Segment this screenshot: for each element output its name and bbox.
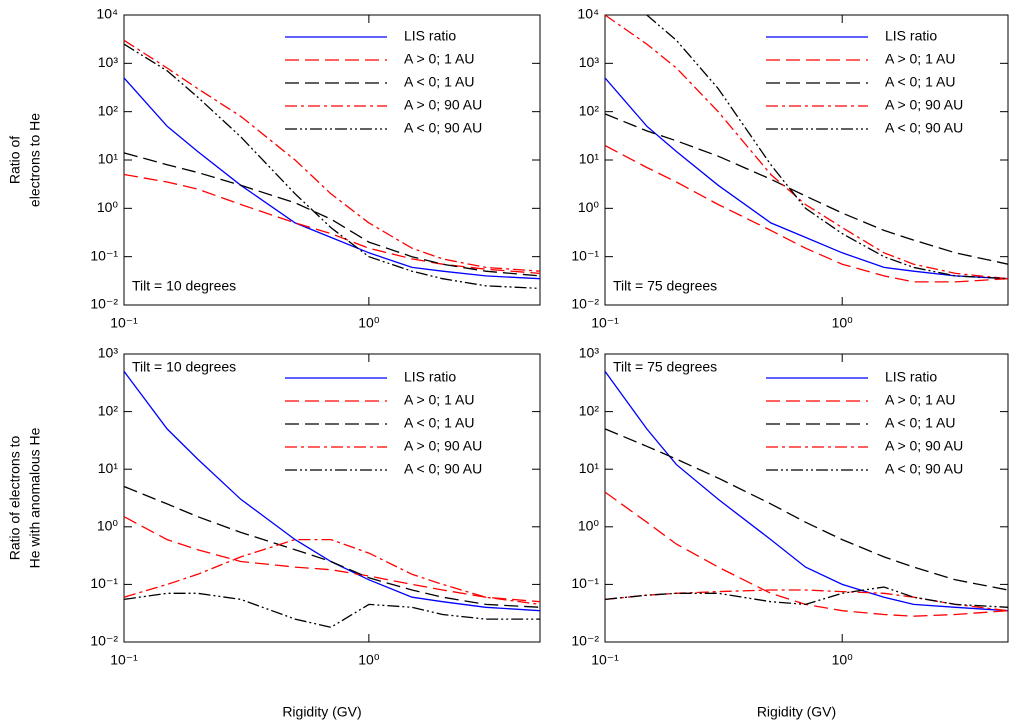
annotation: Tilt = 10 degrees <box>132 278 236 294</box>
legend-label: A < 0; 1 AU <box>885 74 955 90</box>
x-tick-label: 10⁻¹ <box>110 315 138 331</box>
data-line <box>124 173 540 275</box>
y-tick-label: 10⁴ <box>577 6 599 22</box>
x-axis-label: Rigidity (GV) <box>282 704 361 720</box>
legend-label: A > 0; 90 AU <box>885 97 963 113</box>
annotation: Tilt = 75 degrees <box>613 278 717 294</box>
x-tick-label: 10⁰ <box>832 652 854 668</box>
plot-frame <box>123 14 541 306</box>
y-tick-label: 10² <box>579 402 600 418</box>
y-tick-label: 10⁻² <box>571 633 599 649</box>
y-tick-label: 10³ <box>98 345 119 361</box>
legend-label: A > 0; 90 AU <box>404 438 482 454</box>
x-tick-label: 10⁰ <box>832 315 854 331</box>
legend-label: A > 0; 90 AU <box>404 97 482 113</box>
y-tick-label: 10³ <box>579 54 600 70</box>
data-line <box>605 370 1008 612</box>
y-tick-label: 10⁰ <box>578 199 600 215</box>
legend-label: A > 0; 1 AU <box>885 392 955 408</box>
annotation: Tilt = 75 degrees <box>613 359 717 375</box>
y-tick-label: 10⁻¹ <box>571 575 599 591</box>
legend-label: LIS ratio <box>404 369 456 385</box>
y-tick-label: 10² <box>98 402 119 418</box>
x-axis-label: Rigidity (GV) <box>757 704 836 720</box>
legend-label: LIS ratio <box>404 28 456 44</box>
data-line <box>124 538 540 606</box>
y-axis-label: electrons to He <box>27 113 43 207</box>
data-line <box>605 144 1008 283</box>
data-line <box>646 15 1008 280</box>
legend-label: LIS ratio <box>885 28 937 44</box>
plot-frame <box>123 353 541 643</box>
data-line <box>124 39 540 272</box>
y-tick-label: 10¹ <box>579 460 600 476</box>
y-axis-label: Ratio of electrons to <box>7 436 23 561</box>
y-tick-label: 10¹ <box>98 460 119 476</box>
y-axis-label: He with anomalous He <box>27 427 43 568</box>
series-group <box>124 39 540 290</box>
legend-label: A > 0; 90 AU <box>885 438 963 454</box>
y-tick-label: 10⁻¹ <box>90 575 118 591</box>
data-line <box>605 15 1008 280</box>
x-tick-label: 10⁰ <box>358 315 380 331</box>
x-tick-label: 10⁻¹ <box>110 652 138 668</box>
legend-label: A > 0; 1 AU <box>404 51 474 67</box>
y-tick-label: 10³ <box>579 345 600 361</box>
y-tick-label: 10⁻² <box>90 633 118 649</box>
panel: 10⁻¹ 10⁰ 10⁻² 10⁻¹ 10⁰ 10¹ 10² 10³ 10⁴ LIS ratio A… <box>571 6 1009 331</box>
panel: 10⁻¹ 10⁰ 10⁻² 10⁻¹ 10⁰ 10¹ 10² 10³ LIS ratio A > … <box>7 345 541 720</box>
panel: 10⁻¹ 10⁰ 10⁻² 10⁻¹ 10⁰ 10¹ 10² 10³ 10⁴ LIS ratio A… <box>7 6 541 331</box>
y-tick-label: 10² <box>98 102 119 118</box>
data-line <box>605 428 1008 591</box>
annotation: Tilt = 10 degrees <box>132 359 236 375</box>
y-tick-label: 10¹ <box>579 151 600 167</box>
y-tick-label: 10⁴ <box>96 6 118 22</box>
y-tick-label: 10⁻¹ <box>90 247 118 263</box>
data-line <box>124 43 540 290</box>
legend-label: A > 0; 1 AU <box>404 392 474 408</box>
x-tick-label: 10⁻¹ <box>591 315 619 331</box>
data-line <box>605 589 1008 612</box>
legend-label: A > 0; 1 AU <box>885 51 955 67</box>
x-tick-label: 10⁰ <box>358 652 380 668</box>
plot-frame <box>604 353 1009 643</box>
legend-label: A < 0; 1 AU <box>885 415 955 431</box>
data-line <box>124 592 540 628</box>
legend-label: A < 0; 90 AU <box>404 120 482 136</box>
x-tick-label: 10⁻¹ <box>591 652 619 668</box>
legend-label: A < 0; 90 AU <box>404 461 482 477</box>
series-group <box>124 370 540 628</box>
data-line <box>605 77 1008 280</box>
y-tick-label: 10² <box>579 102 600 118</box>
data-line <box>124 370 540 612</box>
y-tick-label: 10⁰ <box>97 199 119 215</box>
y-tick-label: 10⁰ <box>97 518 119 534</box>
legend-label: LIS ratio <box>885 369 937 385</box>
series-group <box>605 15 1008 283</box>
y-tick-label: 10³ <box>98 54 119 70</box>
data-line <box>605 586 1008 608</box>
legend-label: A < 0; 1 AU <box>404 415 474 431</box>
y-tick-label: 10⁻¹ <box>571 247 599 263</box>
y-tick-label: 10⁰ <box>578 518 600 534</box>
series-group <box>605 370 1008 617</box>
panel: 10⁻¹ 10⁰ 10⁻² 10⁻¹ 10⁰ 10¹ 10² 10³ LIS ratio A > … <box>571 345 1009 720</box>
data-line <box>124 77 540 280</box>
y-tick-label: 10⁻² <box>90 296 118 312</box>
y-tick-label: 10⁻² <box>571 296 599 312</box>
data-line <box>605 491 1008 617</box>
legend-label: A < 0; 1 AU <box>404 74 474 90</box>
legend-label: A < 0; 90 AU <box>885 120 963 136</box>
data-line <box>124 152 540 277</box>
y-tick-label: 10¹ <box>98 151 119 167</box>
data-line <box>605 113 1008 265</box>
data-line <box>124 485 540 608</box>
legend-label: A < 0; 90 AU <box>885 461 963 477</box>
y-axis-label: Ratio of <box>7 136 23 184</box>
data-line <box>124 516 540 603</box>
